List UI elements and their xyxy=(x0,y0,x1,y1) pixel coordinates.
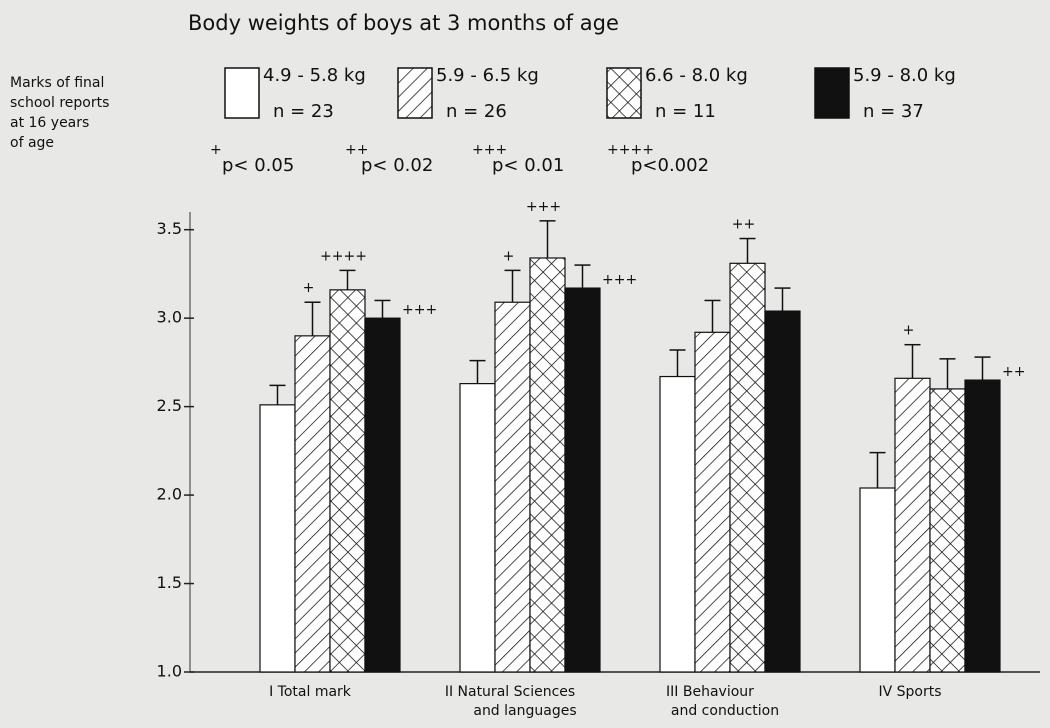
bar xyxy=(894,377,931,673)
significance-marker: + xyxy=(503,248,515,264)
significance-label: p< 0.05 xyxy=(222,155,294,176)
significance-marker: +++ xyxy=(602,272,637,288)
legend-n: n = 37 xyxy=(863,101,924,122)
significance-marker: + xyxy=(303,280,315,296)
bar xyxy=(294,335,331,673)
legend-label: 6.6 - 8.0 kg xyxy=(645,65,748,86)
legend-swatch xyxy=(224,67,260,119)
bar xyxy=(964,379,1001,673)
y-tick-label: 1.5 xyxy=(157,573,182,592)
y-axis-label: at 16 years xyxy=(10,115,89,131)
significance-marker: + xyxy=(903,323,915,339)
legend-n: n = 11 xyxy=(655,101,716,122)
significance-marker: ++ xyxy=(732,217,755,233)
x-tick-label: III Behaviour xyxy=(666,684,754,700)
significance-label: p< 0.01 xyxy=(492,155,564,176)
legend-n: n = 23 xyxy=(273,101,334,122)
x-tick-label: II Natural Sciences xyxy=(445,684,575,700)
bar xyxy=(859,487,896,673)
significance-marker: ++ xyxy=(1002,364,1025,380)
y-tick-label: 3.0 xyxy=(157,308,182,327)
bar xyxy=(694,331,731,673)
bar xyxy=(259,404,296,673)
significance-label: p< 0.02 xyxy=(361,155,433,176)
y-tick-label: 3.5 xyxy=(157,219,182,238)
legend-swatch xyxy=(606,67,642,119)
bar xyxy=(364,317,401,673)
x-tick-label: and languages xyxy=(473,703,576,719)
y-tick-label: 2.5 xyxy=(157,396,182,415)
bar xyxy=(459,383,496,673)
y-axis-label: of age xyxy=(10,135,54,151)
significance-marker: ++++ xyxy=(320,248,367,264)
bar xyxy=(729,262,766,673)
significance-label: p<0.002 xyxy=(631,155,709,176)
bar xyxy=(764,310,801,673)
significance-symbol: +++ xyxy=(472,142,507,158)
legend-swatch xyxy=(397,67,433,119)
y-axis-label: school reports xyxy=(10,95,109,111)
legend-label: 5.9 - 6.5 kg xyxy=(436,65,539,86)
significance-symbol: ++++ xyxy=(607,142,654,158)
y-tick-label: 1.0 xyxy=(157,662,182,681)
legend-label: 4.9 - 5.8 kg xyxy=(263,65,366,86)
significance-symbol: ++ xyxy=(345,142,368,158)
x-tick-label: I Total mark xyxy=(269,684,352,700)
significance-marker: +++ xyxy=(526,199,561,215)
bar xyxy=(929,388,966,673)
legend-label: 5.9 - 8.0 kg xyxy=(853,65,956,86)
bar xyxy=(494,301,531,673)
bar xyxy=(529,257,566,673)
y-axis-label: Marks of final xyxy=(10,75,104,91)
x-tick-label: and conduction xyxy=(671,703,779,719)
legend-swatch xyxy=(814,67,850,119)
significance-symbol: + xyxy=(210,142,222,158)
significance-marker: +++ xyxy=(402,302,437,318)
legend-n: n = 26 xyxy=(446,101,507,122)
bar xyxy=(659,375,696,673)
bar xyxy=(329,289,366,673)
bar xyxy=(564,287,601,673)
chart-title: Body weights of boys at 3 months of age xyxy=(188,11,619,35)
x-tick-label: IV Sports xyxy=(878,684,941,700)
y-tick-label: 2.0 xyxy=(157,485,182,504)
